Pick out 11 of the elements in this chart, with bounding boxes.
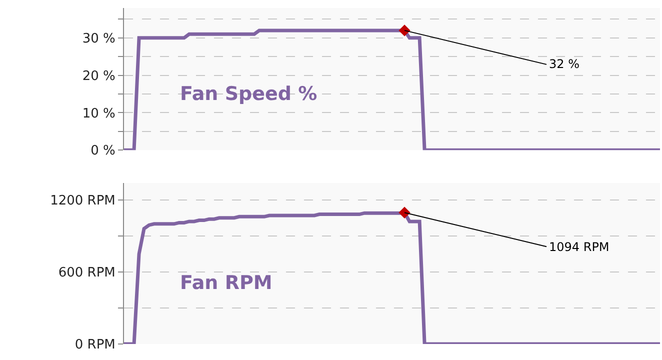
- y-tick-label: 20 %: [82, 68, 116, 84]
- annotation: 32 %: [549, 57, 580, 71]
- y-tick-label: 0 RPM: [74, 338, 116, 353]
- text: Fan RPM: [180, 272, 272, 294]
- y-tick-label: 600 RPM: [58, 265, 116, 280]
- text: Fan Speed %: [180, 83, 318, 105]
- y-tick-label: 0 %: [90, 144, 116, 159]
- y-tick-label: 1200 RPM: [50, 193, 116, 208]
- y-tick-label: 30 %: [82, 31, 116, 46]
- y-tick-label: 10 %: [82, 106, 116, 122]
- annotation: 1094 RPM: [549, 240, 610, 254]
